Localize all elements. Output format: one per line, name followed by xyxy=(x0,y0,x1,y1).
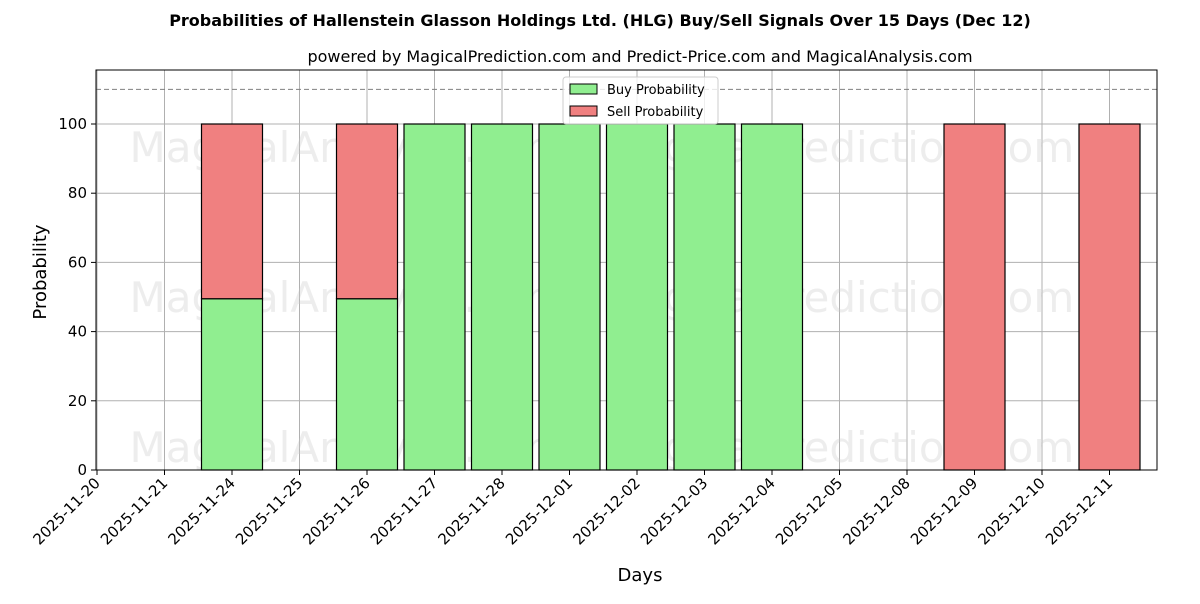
y-tick-label: 20 xyxy=(68,392,87,410)
x-axis-label: Days xyxy=(618,565,663,586)
x-tick-label: 2025-12-08 xyxy=(839,474,913,548)
y-tick-label: 40 xyxy=(68,323,87,341)
buy-bar xyxy=(605,123,669,471)
x-tick-label: 2025-12-04 xyxy=(704,474,778,548)
y-axis-label: Probability xyxy=(30,224,51,319)
x-tick-label: 2025-12-11 xyxy=(1042,474,1116,548)
sell-bar xyxy=(943,123,1006,471)
x-tick-label: 2025-12-01 xyxy=(502,474,576,548)
legend-swatch xyxy=(569,105,598,117)
chart-subtitle: powered by MagicalPrediction.com and Pre… xyxy=(307,47,972,66)
x-tick-label: 2025-12-03 xyxy=(637,474,711,548)
x-tick-label: 2025-11-20 xyxy=(29,474,103,548)
y-tick-label: 80 xyxy=(68,184,87,202)
x-tick-label: 2025-12-02 xyxy=(569,474,643,548)
legend-box xyxy=(562,76,719,125)
sell-bar xyxy=(335,123,399,300)
y-tick-label: 100 xyxy=(58,115,87,133)
sell-bar xyxy=(200,123,264,300)
x-tick-label: 2025-12-05 xyxy=(772,474,846,548)
plot-frame xyxy=(95,69,1158,471)
buy-bar xyxy=(335,298,399,471)
x-tick-label: 2025-11-28 xyxy=(434,474,508,548)
buy-bar xyxy=(740,123,804,471)
x-tick-label: 2025-11-27 xyxy=(367,474,441,548)
x-tick-label: 2025-11-26 xyxy=(299,474,373,548)
buy-bar xyxy=(470,123,534,471)
legend-swatch xyxy=(569,83,598,95)
x-tick-label: 2025-11-25 xyxy=(232,474,306,548)
y-tick-label: 60 xyxy=(68,253,87,271)
legend-label: Buy Probability xyxy=(607,83,705,98)
x-tick-label: 2025-11-21 xyxy=(97,474,171,548)
sell-bar xyxy=(1078,123,1141,471)
legend-label: Sell Probability xyxy=(607,105,704,120)
buy-bar xyxy=(538,123,601,471)
buy-bar xyxy=(673,123,736,471)
x-tick-label: 2025-12-10 xyxy=(974,474,1048,548)
chart-title: Probabilities of Hallenstein Glasson Hol… xyxy=(169,11,1031,30)
buy-bar xyxy=(200,298,264,471)
x-tick-label: 2025-12-09 xyxy=(907,474,981,548)
y-tick-label: 0 xyxy=(77,461,87,479)
buy-bar xyxy=(403,123,466,471)
x-tick-label: 2025-11-24 xyxy=(164,474,238,548)
